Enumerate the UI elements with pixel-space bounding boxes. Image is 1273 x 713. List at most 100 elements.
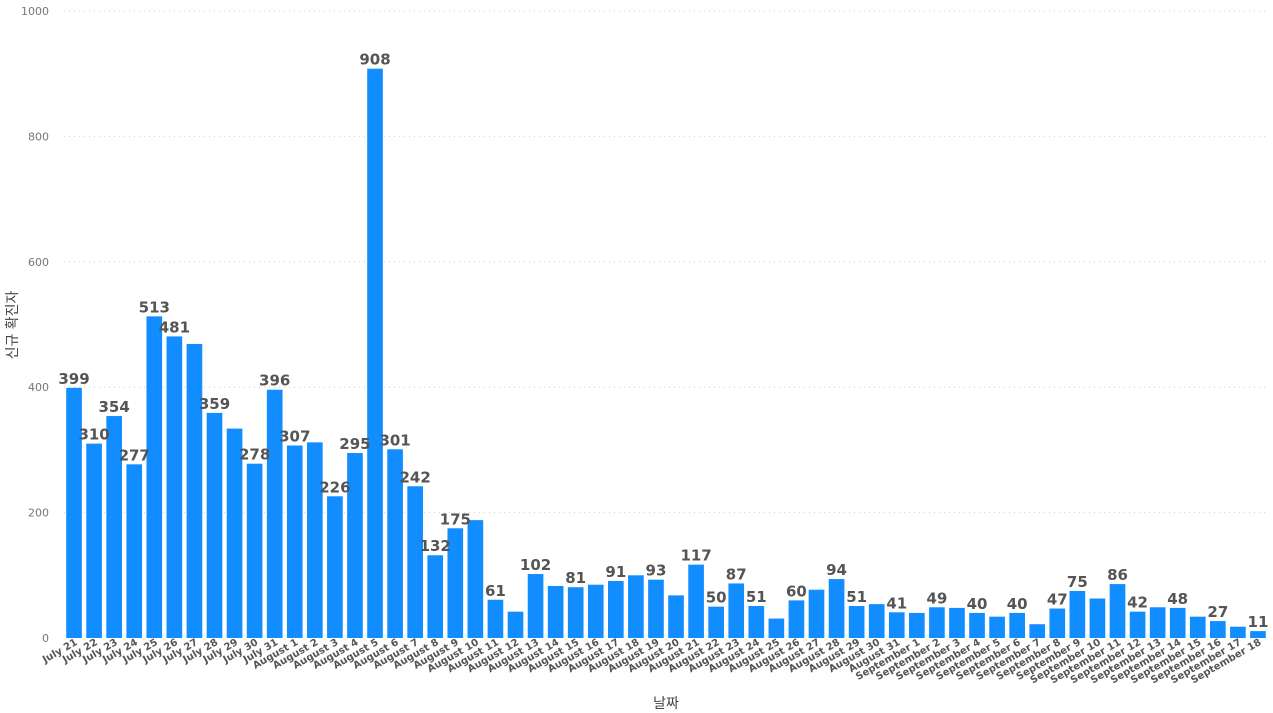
bar[interactable] bbox=[66, 387, 82, 638]
bar[interactable] bbox=[1129, 611, 1146, 638]
bar[interactable] bbox=[347, 453, 363, 638]
bar[interactable] bbox=[427, 555, 444, 638]
bar[interactable] bbox=[1210, 621, 1226, 638]
data-label: 226 bbox=[319, 478, 350, 496]
data-label: 102 bbox=[520, 556, 551, 574]
y-tick-label: 600 bbox=[28, 256, 49, 269]
data-label: 295 bbox=[339, 435, 370, 453]
bar[interactable] bbox=[1149, 607, 1166, 638]
y-tick-label: 0 bbox=[42, 632, 49, 645]
bar[interactable] bbox=[989, 616, 1005, 638]
y-axis-title: 신규 확진자 bbox=[5, 290, 21, 359]
bar[interactable] bbox=[1169, 607, 1186, 638]
bar[interactable] bbox=[126, 464, 143, 638]
data-label: 93 bbox=[646, 562, 667, 580]
data-label: 48 bbox=[1167, 590, 1188, 608]
bar[interactable] bbox=[1109, 584, 1126, 638]
bar[interactable] bbox=[507, 611, 524, 638]
bar[interactable] bbox=[788, 600, 805, 638]
data-label: 27 bbox=[1207, 603, 1228, 621]
data-label: 61 bbox=[485, 582, 506, 600]
data-label: 49 bbox=[926, 589, 947, 607]
bar[interactable] bbox=[106, 416, 122, 638]
data-label: 242 bbox=[400, 468, 431, 486]
bar[interactable] bbox=[387, 449, 403, 638]
data-label: 47 bbox=[1047, 591, 1068, 609]
data-label: 41 bbox=[886, 594, 907, 612]
bar[interactable] bbox=[407, 486, 423, 638]
data-label: 51 bbox=[746, 588, 767, 606]
y-axis-ticks: 0 200 400 600 800 1000 bbox=[21, 5, 49, 645]
bar[interactable] bbox=[808, 589, 825, 638]
bar[interactable] bbox=[748, 606, 765, 638]
data-label: 354 bbox=[99, 398, 130, 416]
bar[interactable] bbox=[828, 579, 845, 638]
bars bbox=[66, 68, 1266, 638]
data-label: 301 bbox=[379, 431, 410, 449]
data-label: 50 bbox=[706, 589, 727, 607]
bar[interactable] bbox=[1250, 631, 1266, 638]
bar[interactable] bbox=[1230, 626, 1246, 638]
bar[interactable] bbox=[929, 607, 945, 638]
data-label: 51 bbox=[846, 588, 867, 606]
data-label: 132 bbox=[420, 537, 451, 555]
gridlines bbox=[64, 10, 1268, 514]
bar[interactable] bbox=[1189, 616, 1206, 638]
bar[interactable] bbox=[286, 445, 303, 638]
bar[interactable] bbox=[708, 606, 724, 638]
bar[interactable] bbox=[567, 587, 584, 638]
data-label: 91 bbox=[605, 563, 626, 581]
y-tick-label: 200 bbox=[28, 507, 49, 520]
data-label: 42 bbox=[1127, 594, 1148, 612]
bar[interactable] bbox=[307, 442, 323, 638]
data-label: 310 bbox=[78, 426, 109, 444]
bar[interactable] bbox=[447, 528, 464, 638]
bar[interactable] bbox=[146, 316, 163, 638]
data-label: 278 bbox=[239, 446, 270, 464]
data-label: 40 bbox=[1007, 595, 1028, 613]
bar[interactable] bbox=[728, 583, 745, 638]
data-label: 396 bbox=[259, 372, 290, 390]
data-label: 307 bbox=[279, 428, 310, 446]
data-label: 75 bbox=[1067, 573, 1088, 591]
bar[interactable] bbox=[206, 412, 223, 638]
bar[interactable] bbox=[467, 520, 484, 638]
bar[interactable] bbox=[848, 606, 865, 638]
bar[interactable] bbox=[668, 595, 684, 638]
bar[interactable] bbox=[186, 343, 203, 638]
bar[interactable] bbox=[266, 389, 283, 638]
bar[interactable] bbox=[888, 612, 905, 638]
bar[interactable] bbox=[969, 612, 985, 638]
bar[interactable] bbox=[1089, 598, 1106, 638]
bar[interactable] bbox=[868, 604, 885, 638]
data-labels: 399 310 354 277 513 481 359 278 396 307 226 295 908 3… bbox=[58, 51, 1268, 631]
bar[interactable] bbox=[246, 463, 263, 638]
bar[interactable] bbox=[226, 428, 243, 638]
bar[interactable] bbox=[587, 584, 604, 638]
bar[interactable] bbox=[768, 618, 785, 638]
bar[interactable] bbox=[949, 607, 965, 638]
bar[interactable] bbox=[648, 579, 664, 638]
bar[interactable] bbox=[1049, 608, 1066, 638]
bar[interactable] bbox=[608, 580, 624, 638]
bar[interactable] bbox=[166, 336, 183, 638]
data-label: 86 bbox=[1107, 566, 1128, 584]
y-tick-label: 400 bbox=[28, 381, 49, 394]
bar[interactable] bbox=[1009, 612, 1025, 638]
bar[interactable] bbox=[628, 575, 644, 638]
bar[interactable] bbox=[547, 585, 564, 638]
data-label: 81 bbox=[565, 569, 586, 587]
data-label: 40 bbox=[967, 595, 988, 613]
bar[interactable] bbox=[688, 564, 704, 638]
bar[interactable] bbox=[909, 612, 925, 638]
data-label: 60 bbox=[786, 582, 807, 600]
bar[interactable] bbox=[86, 443, 102, 638]
y-tick-label: 800 bbox=[28, 130, 49, 143]
bar[interactable] bbox=[527, 574, 544, 638]
bar[interactable] bbox=[1029, 624, 1046, 638]
bar[interactable] bbox=[327, 496, 343, 638]
bar[interactable] bbox=[487, 599, 504, 638]
bar[interactable] bbox=[1069, 590, 1086, 638]
bar[interactable] bbox=[367, 68, 383, 638]
